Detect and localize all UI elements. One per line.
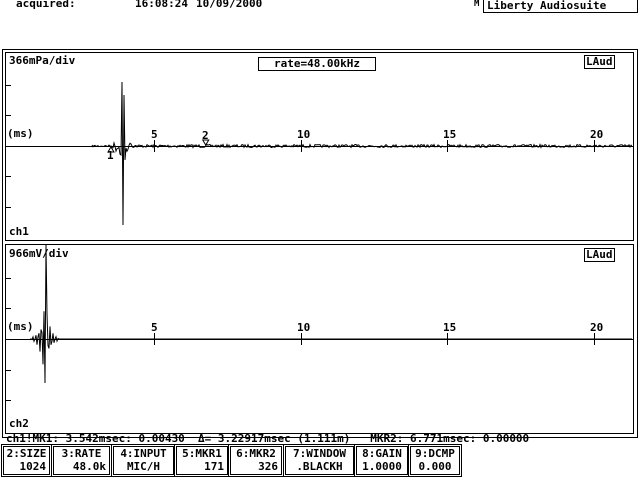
- ch1-name: ch1: [9, 225, 29, 238]
- marker2-icon: [201, 139, 210, 146]
- fkey-dcmp[interactable]: 9:DCMP 0.000: [410, 446, 460, 475]
- acquired-time: 16:08:24: [135, 0, 188, 10]
- waveform: [30, 244, 632, 384]
- ch1-plot: [6, 81, 633, 226]
- x-tick-label: 5: [151, 321, 158, 334]
- ch2-plot: [6, 244, 633, 401]
- x-tick-label: 20: [590, 128, 604, 141]
- x-tick-label: 10: [297, 321, 311, 334]
- marker-status-line: ch1!MK1: 3.542msec: 0.00430 Δ= 3.22917ms…: [6, 432, 530, 445]
- ch1-badge[interactable]: LAud: [584, 55, 615, 69]
- rate-label: rate=48.00kHz: [258, 57, 376, 71]
- marker2-label: 2: [202, 129, 209, 142]
- fkey-gain[interactable]: 8:GAIN 1.0000: [356, 446, 408, 475]
- ch2-panel: [5, 244, 634, 434]
- x-tick-label: 15: [443, 128, 457, 141]
- ch1-axis-unit: (ms): [7, 127, 34, 140]
- fkey-mkr2[interactable]: 6:MKR2 326: [230, 446, 282, 475]
- fkey-window[interactable]: 7:WINDOW .BLACKH: [285, 446, 354, 475]
- ch2-scale: 966mV/div: [9, 247, 69, 260]
- ch1-panel: [5, 52, 634, 241]
- fkey-input[interactable]: 4:INPUT MIC/H: [113, 446, 174, 475]
- app-title: Liberty Audiosuite: [483, 0, 638, 13]
- ch2-axis-unit: (ms): [7, 320, 34, 333]
- marker1-label: 1: [107, 149, 114, 162]
- x-tick-label: 20: [590, 321, 604, 334]
- ch2-badge[interactable]: LAud: [584, 248, 615, 262]
- marker-indicator: M: [474, 0, 480, 9]
- x-tick-label: 5: [151, 128, 158, 141]
- acquired-label: acquired:: [16, 0, 76, 10]
- x-tick-label: 10: [297, 128, 311, 141]
- marker1-icon: [107, 146, 115, 153]
- fkey-mkr1[interactable]: 5:MKR1 171: [176, 446, 228, 475]
- fkey-size[interactable]: 2:SIZE 1024: [3, 446, 50, 475]
- ch1-scale: 366mPa/div: [9, 54, 76, 67]
- ch2-name: ch2: [9, 417, 29, 430]
- waveform: [91, 81, 633, 226]
- acquired-date: 10/09/2000: [196, 0, 263, 10]
- fkey-rate[interactable]: 3:RATE 48.0k: [53, 446, 110, 475]
- x-tick-label: 15: [443, 321, 457, 334]
